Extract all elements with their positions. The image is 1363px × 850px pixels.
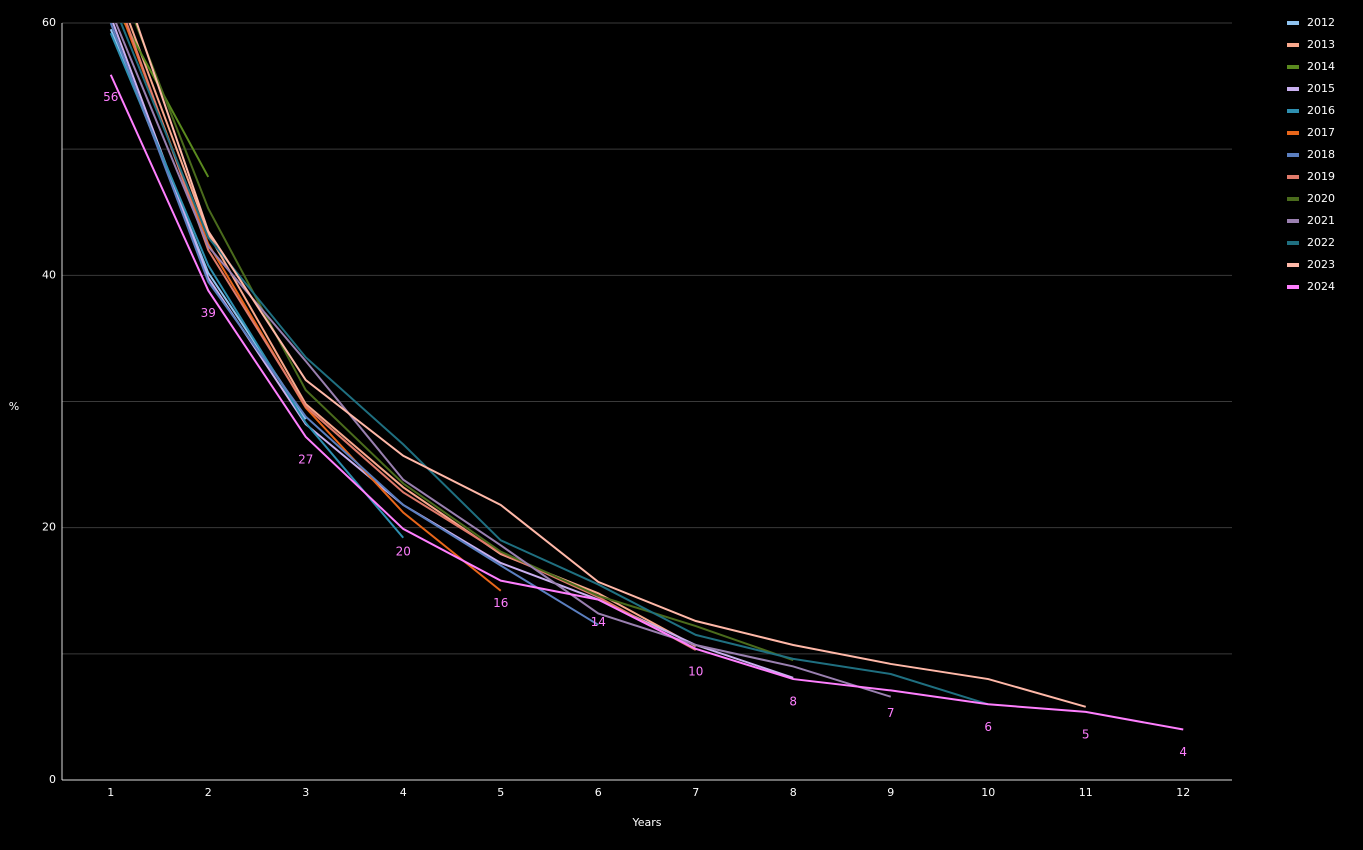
legend-swatch: [1287, 65, 1299, 69]
y-tick-label: 20: [42, 521, 56, 534]
legend-label: 2019: [1307, 170, 1335, 183]
legend-label: 2022: [1307, 236, 1335, 249]
series-line: [109, 23, 599, 626]
x-tick-label: 7: [692, 786, 699, 799]
x-tick-label: 11: [1079, 786, 1093, 799]
x-tick-label: 9: [887, 786, 894, 799]
x-tick-label: 12: [1176, 786, 1190, 799]
series-line: [134, 23, 794, 662]
legend-swatch: [1287, 43, 1299, 47]
series-line: [112, 23, 794, 679]
data-label: 4: [1179, 745, 1187, 759]
legend-swatch: [1287, 285, 1299, 289]
data-label: 7: [887, 706, 895, 720]
data-label: 16: [493, 596, 508, 610]
series-line: [109, 74, 1184, 731]
legend-label: 2017: [1307, 126, 1335, 139]
legend-swatch: [1287, 175, 1299, 179]
data-label: 27: [298, 452, 313, 466]
x-axis-label: Years: [631, 816, 661, 829]
x-tick-label: 3: [302, 786, 309, 799]
legend-swatch: [1287, 109, 1299, 113]
legend-label: 2023: [1307, 258, 1335, 271]
legend-label: 2013: [1307, 38, 1335, 51]
y-tick-label: 0: [49, 773, 56, 786]
legend-label: 2024: [1307, 280, 1335, 293]
y-tick-label: 60: [42, 16, 56, 29]
legend-swatch: [1287, 21, 1299, 25]
legend-swatch: [1287, 241, 1299, 245]
series-line: [123, 23, 502, 592]
x-tick-label: 8: [790, 786, 797, 799]
series-line: [135, 23, 1087, 708]
legend-label: 2018: [1307, 148, 1335, 161]
legend-label: 2014: [1307, 60, 1335, 73]
legend-label: 2020: [1307, 192, 1335, 205]
legend-swatch: [1287, 219, 1299, 223]
legend-swatch: [1287, 153, 1299, 157]
legend-label: 2015: [1307, 82, 1335, 95]
series-line: [109, 32, 405, 539]
plot-area: [109, 23, 1184, 731]
series-line: [125, 23, 697, 651]
data-label: 6: [984, 720, 992, 734]
legend-swatch: [1287, 263, 1299, 267]
data-label: 10: [688, 664, 703, 678]
legend-label: 2012: [1307, 16, 1335, 29]
x-tick-label: 1: [107, 786, 114, 799]
x-tick-label: 4: [400, 786, 407, 799]
data-label: 8: [789, 695, 797, 709]
data-label: 20: [396, 544, 411, 558]
legend-label: 2021: [1307, 214, 1335, 227]
y-tick-label: 40: [42, 268, 56, 281]
x-tick-label: 10: [981, 786, 995, 799]
data-label: 56: [103, 90, 118, 104]
y-axis-label: %: [9, 400, 19, 413]
legend-swatch: [1287, 197, 1299, 201]
data-label: 39: [201, 306, 216, 320]
series-line: [119, 23, 989, 706]
x-tick-label: 2: [205, 786, 212, 799]
legend-swatch: [1287, 131, 1299, 135]
legend-swatch: [1287, 87, 1299, 91]
x-tick-label: 5: [497, 786, 504, 799]
data-label: 5: [1082, 727, 1090, 741]
data-label: 14: [591, 615, 606, 629]
series-line: [114, 23, 892, 698]
x-tick-label: 6: [595, 786, 602, 799]
legend-label: 2016: [1307, 104, 1335, 117]
series-line: [128, 23, 697, 648]
